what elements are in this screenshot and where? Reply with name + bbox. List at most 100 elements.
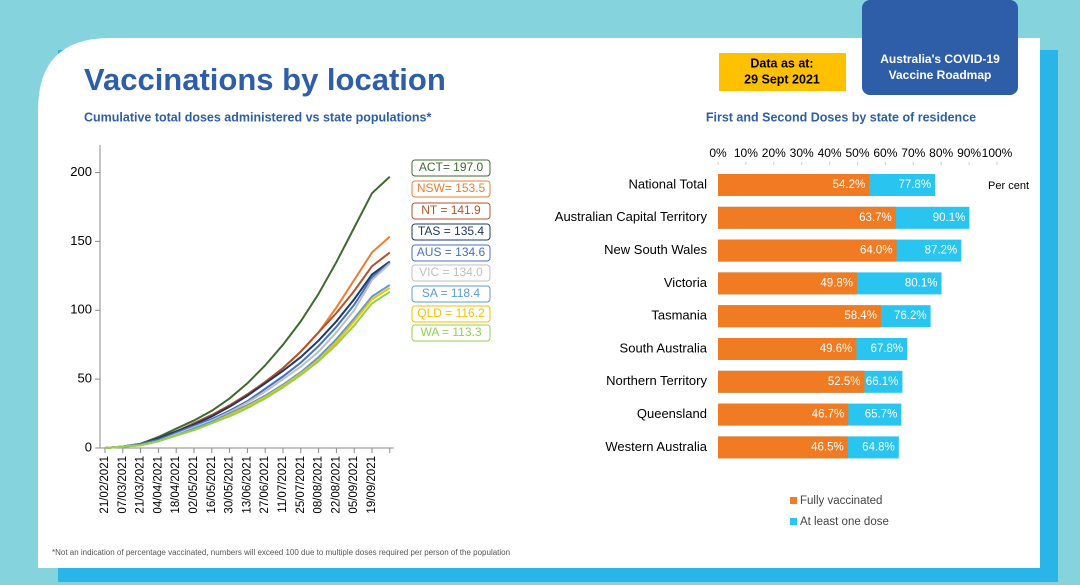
category-label: Western Australia: [605, 439, 707, 454]
x-tick-label: 21/03/2021: [135, 456, 147, 514]
roadmap-text: Vaccine Roadmap: [889, 68, 992, 82]
value-label: 46.5%: [811, 441, 844, 453]
x-tick-label: 05/09/2021: [348, 456, 360, 514]
category-label: South Australia: [620, 340, 708, 355]
legend-label: NT = 141.9: [421, 203, 481, 217]
x-tick-label: 08/08/2021: [313, 456, 325, 514]
legend-label: WA = 113.3: [420, 325, 481, 339]
bar: [718, 239, 897, 262]
legend-box: [411, 264, 491, 282]
roadmap-text: Australia's COVID-19: [880, 52, 1000, 66]
bar: [718, 174, 870, 196]
legend-label: QLD = 116.2: [417, 306, 485, 320]
x-tick-label: 70%: [901, 146, 925, 160]
category-label: National Total: [628, 176, 707, 191]
x-tick-label: 50%: [845, 146, 869, 160]
value-label: 76.2%: [894, 310, 927, 322]
legend-box: [411, 223, 491, 241]
axis-label: Per cent: [988, 180, 1029, 192]
legend-box: [411, 285, 491, 303]
y-tick-label: 100: [70, 302, 92, 317]
x-tick-label: 11/07/2021: [277, 456, 289, 513]
value-label: 67.8%: [871, 343, 904, 355]
x-tick-label: 90%: [957, 146, 981, 160]
y-tick-label: 0: [85, 439, 92, 454]
value-label: 49.8%: [820, 277, 853, 289]
legend-box: [411, 324, 491, 342]
bar: [718, 370, 865, 393]
value-label: 64.0%: [860, 245, 893, 257]
x-tick-label: 60%: [873, 146, 897, 160]
bar: [718, 272, 857, 295]
bar: [718, 436, 848, 459]
legend-label: TAS = 135.4: [418, 224, 484, 238]
legend-label: SA = 118.4: [422, 286, 480, 300]
y-tick-label: 50: [78, 371, 92, 386]
bar: [718, 206, 896, 229]
bar: [718, 403, 849, 426]
value-label: 87.2%: [925, 245, 958, 257]
date: 29 Sept 2021: [744, 72, 820, 86]
legend-box: [411, 244, 491, 262]
legend-swatch: [790, 518, 797, 525]
legend-label: AUS = 134.6: [417, 245, 486, 259]
x-tick-label: 30%: [790, 146, 814, 160]
category-label: Australian Capital Territory: [555, 209, 708, 224]
date-label: Data as at:: [750, 56, 813, 70]
category-label: New South Wales: [604, 242, 707, 257]
legend-box: [411, 305, 491, 323]
x-tick-label: 22/08/2021: [330, 456, 342, 514]
legend-box: [411, 202, 491, 220]
card: [38, 38, 1040, 568]
x-tick-label: 0%: [709, 146, 727, 160]
legend-box: [411, 180, 491, 198]
value-label: 77.8%: [898, 179, 931, 191]
x-tick-label: 04/04/2021: [152, 456, 164, 514]
y-tick-label: 200: [70, 164, 92, 179]
legend-box: [411, 159, 491, 177]
value-label: 58.4%: [844, 310, 877, 322]
bar: [718, 305, 881, 328]
x-tick-label: 30/05/2021: [224, 456, 236, 514]
value-label: 63.7%: [859, 212, 892, 224]
title: Vaccinations by location: [84, 62, 446, 97]
chart-title: First and Second Doses by state of resid…: [706, 110, 976, 124]
chart-title: Cumulative total doses administered vs s…: [84, 110, 431, 124]
x-tick-label: 100%: [982, 146, 1013, 160]
series-line: [104, 291, 391, 449]
value-label: 54.2%: [833, 179, 866, 191]
value-label: 46.7%: [812, 409, 845, 421]
value-label: 65.7%: [865, 409, 898, 421]
legend-label: ACT= 197.0: [419, 160, 484, 174]
x-tick-label: 25/07/2021: [295, 456, 307, 514]
x-tick-label: 19/09/2021: [366, 456, 378, 514]
roadmap-tab: [862, 0, 1018, 95]
value-label: 66.1%: [866, 376, 899, 388]
x-tick-label: 18/04/2021: [170, 456, 182, 514]
x-tick-label: 16/05/2021: [206, 456, 218, 514]
x-tick-label: 80%: [929, 146, 953, 160]
x-tick-label: 20%: [762, 146, 786, 160]
category-label: Victoria: [664, 275, 708, 290]
bar: [718, 338, 857, 360]
value-label: 90.1%: [933, 212, 966, 224]
category-label: Queensland: [637, 406, 707, 421]
footnote: *Not an indication of percentage vaccina…: [52, 548, 510, 557]
category-label: Northern Territory: [606, 373, 707, 388]
value-label: 64.8%: [862, 441, 895, 453]
series-line: [104, 261, 391, 449]
x-tick-label: 02/05/2021: [188, 456, 200, 514]
legend-label: Fully vaccinated: [800, 495, 882, 507]
x-tick-label: 07/03/2021: [117, 456, 129, 514]
y-tick-label: 150: [70, 233, 92, 248]
value-label: 52.5%: [828, 376, 861, 388]
legend-swatch: [790, 497, 797, 504]
x-tick-label: 21/02/2021: [99, 456, 111, 514]
x-tick-label: 13/06/2021: [241, 456, 253, 514]
legend-label: At least one dose: [800, 516, 889, 528]
category-label: Tasmania: [651, 308, 707, 323]
legend-label: NSW= 153.5: [417, 181, 486, 195]
x-tick-label: 40%: [818, 146, 842, 160]
